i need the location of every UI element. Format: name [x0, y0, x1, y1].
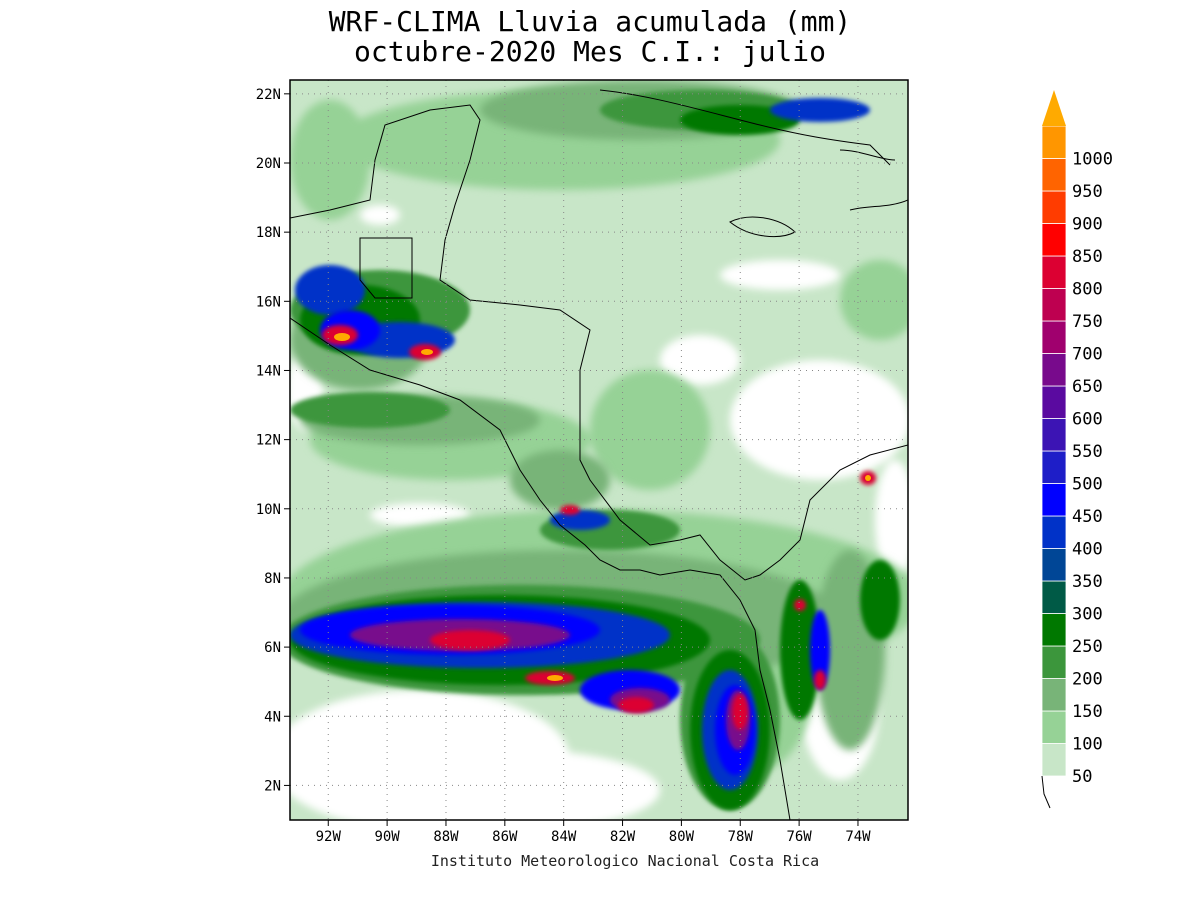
colorbar-swatch: [1041, 743, 1067, 777]
colorbar-label: 500: [1072, 475, 1103, 495]
colorbar-swatch: [1041, 158, 1067, 192]
colorbar-swatch: [1041, 450, 1067, 484]
colorbar-label: 200: [1072, 670, 1103, 690]
lon-tick-label: 78W: [728, 829, 754, 845]
colorbar-label: 950: [1072, 182, 1103, 202]
colorbar-label: 900: [1072, 215, 1103, 235]
colorbar-swatch: [1041, 580, 1067, 614]
colorbar-swatch: [1041, 385, 1067, 419]
graticule: [290, 80, 908, 820]
lat-tick-label: 14N: [256, 363, 281, 379]
precipitation-field: [290, 80, 908, 820]
colorbar-label: 800: [1072, 280, 1103, 300]
map-frame: [289, 79, 909, 821]
lat-tick-label: 6N: [264, 640, 281, 656]
colorbar-label: 350: [1072, 572, 1103, 592]
colorbar-min-arrow: [1041, 775, 1051, 809]
lon-tick-label: 80W: [669, 829, 695, 845]
colorbar-swatch: [1041, 223, 1067, 257]
colorbar-swatch: [1041, 125, 1067, 159]
map-title-line2: octubre-2020 Mes C.I.: julio: [353, 35, 826, 68]
map-footer: Instituto Meteorologico Nacional Costa R…: [430, 852, 820, 870]
lon-tick-label: 82W: [610, 829, 636, 845]
map-title-line1: WRF-CLIMA Lluvia acumulada (mm): [328, 5, 852, 38]
lat-tick-label: 4N: [264, 709, 281, 725]
colorbar-swatch: [1041, 515, 1067, 549]
lon-tick-label: 88W: [433, 829, 459, 845]
colorbar-label: 600: [1072, 410, 1103, 430]
lat-tick-label: 2N: [264, 778, 281, 794]
colorbar-label: 150: [1072, 702, 1103, 722]
colorbar-max-arrow: [1042, 90, 1066, 126]
colorbar-swatch: [1041, 710, 1067, 744]
colorbar-swatch: [1041, 418, 1067, 452]
colorbar-swatch: [1041, 645, 1067, 679]
colorbar-swatch: [1041, 548, 1067, 582]
colorbar-swatch: [1041, 613, 1067, 647]
colorbar-label: 450: [1072, 507, 1103, 527]
colorbar-label: 850: [1072, 247, 1103, 267]
lat-tick-label: 8N: [264, 571, 281, 587]
lat-tick-label: 10N: [256, 502, 281, 518]
colorbar-label: 550: [1072, 442, 1103, 462]
lat-tick-label: 16N: [256, 294, 281, 310]
lat-tick-label: 22N: [256, 87, 281, 103]
lon-tick-label: 84W: [551, 829, 577, 845]
colorbar-label: 300: [1072, 605, 1103, 625]
colorbar-swatch: [1041, 483, 1067, 517]
map-axes: 22N 20N 18N 16N 14N 12N 10N 8N 6N 4N 2N 92W 90W 88W 86…: [256, 87, 871, 845]
colorbar-swatch: [1041, 288, 1067, 322]
colorbar-label: 400: [1072, 540, 1103, 560]
colorbar-label: 100: [1072, 735, 1103, 755]
colorbar-label: 650: [1072, 377, 1103, 397]
colorbar-label: 50: [1072, 767, 1092, 787]
colorbar-label: 750: [1072, 312, 1103, 332]
colorbar-swatch: [1041, 190, 1067, 224]
lon-tick-label: 74W: [845, 829, 871, 845]
lat-tick-label: 18N: [256, 225, 281, 241]
colorbar-swatch: [1041, 320, 1067, 354]
colorbar: 50 100 150 200 250 300 350 400 450 500 550 600 650 70…: [1041, 90, 1113, 809]
lat-tick-label: 12N: [256, 433, 281, 449]
colorbar-swatch: [1041, 255, 1067, 289]
colorbar-swatch: [1041, 353, 1067, 387]
colorbar-label: 700: [1072, 345, 1103, 365]
lon-tick-label: 90W: [374, 829, 400, 845]
lat-tick-label: 20N: [256, 156, 281, 172]
colorbar-label: 1000: [1072, 150, 1113, 170]
lon-tick-label: 92W: [316, 829, 342, 845]
lon-tick-label: 86W: [492, 829, 518, 845]
colorbar-label: 250: [1072, 637, 1103, 657]
lon-tick-label: 76W: [786, 829, 812, 845]
colorbar-swatch: [1041, 678, 1067, 712]
